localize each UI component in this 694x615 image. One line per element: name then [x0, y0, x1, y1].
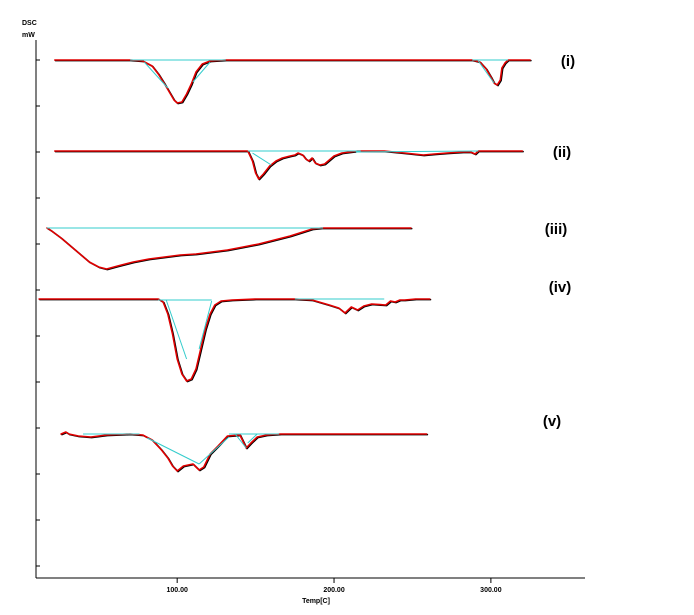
baseline-segment	[355, 150, 479, 153]
series-label: (ii)	[553, 144, 571, 161]
series-line	[53, 59, 531, 104]
series-3: (iii)	[46, 221, 568, 271]
baseline-segment	[234, 433, 247, 449]
series-line	[53, 150, 524, 180]
series-layer: (i) (ii) (iii) (iv) (v)	[38, 53, 575, 473]
series-label: (i)	[561, 53, 575, 70]
y-axis-ticks	[36, 59, 40, 567]
series-1: (i)	[53, 53, 575, 105]
series-label: (v)	[543, 413, 561, 430]
y-axis-title-line-1: DSC	[22, 20, 37, 27]
series-label: (iv)	[549, 279, 572, 296]
series-5: (v)	[60, 413, 561, 473]
series-trace-dark	[54, 59, 532, 105]
series-2: (ii)	[53, 144, 571, 181]
x-tick-label: 100.00	[166, 587, 188, 594]
baseline-segment	[192, 61, 211, 83]
series-line	[60, 431, 428, 472]
baseline-segment	[198, 436, 230, 465]
series-trace-dark	[39, 298, 432, 383]
baseline-segment	[198, 300, 213, 350]
baseline-segment	[165, 299, 188, 360]
series-label: (iii)	[545, 221, 568, 238]
baseline-segment	[477, 60, 495, 84]
x-tick-label: 200.00	[323, 587, 345, 594]
x-tick-label: 300.00	[480, 587, 502, 594]
x-axis-ticks: 100.00 200.00 300.00	[166, 578, 502, 594]
baseline-segment	[147, 437, 200, 465]
baseline-segment	[247, 433, 258, 444]
baseline-segment	[252, 152, 272, 166]
x-axis: 100.00 200.00 300.00 Temp[C]	[36, 577, 585, 605]
series-line	[46, 227, 412, 270]
series-trace-dark	[61, 431, 429, 473]
series-line	[38, 298, 431, 382]
y-axis: DSC mW	[22, 20, 40, 578]
series-4: (iv)	[38, 279, 572, 383]
y-axis-title-line-2: mW	[22, 32, 35, 39]
x-axis-title: Temp[C]	[302, 598, 330, 605]
baseline-segment	[143, 61, 169, 89]
